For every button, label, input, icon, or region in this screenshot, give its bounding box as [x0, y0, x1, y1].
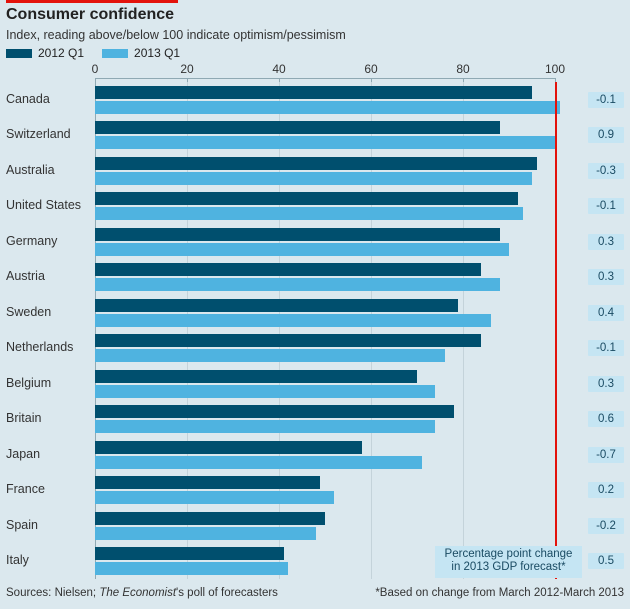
delta-badge: -0.7 [588, 447, 624, 463]
bar-2013 [95, 243, 509, 256]
bar-2012 [95, 299, 458, 312]
bar-2013 [95, 456, 422, 469]
category-label: United States [6, 198, 81, 212]
category-label: Netherlands [6, 340, 73, 354]
x-tick-label: 0 [92, 62, 99, 76]
bar-2012 [95, 157, 537, 170]
category-label: Spain [6, 518, 38, 532]
delta-badge: -0.1 [588, 198, 624, 214]
delta-badge: 0.3 [588, 269, 624, 285]
consumer-confidence-chart: Consumer confidence Index, reading above/… [0, 0, 630, 609]
delta-badge: -0.1 [588, 92, 624, 108]
category-label: Belgium [6, 376, 51, 390]
bar-2012 [95, 228, 500, 241]
category-label: Australia [6, 163, 55, 177]
chart-title: Consumer confidence [6, 6, 174, 24]
category-label: Italy [6, 553, 29, 567]
bar-2012 [95, 121, 500, 134]
bar-2013 [95, 207, 523, 220]
bar-2012 [95, 441, 362, 454]
legend: 2012 Q1 2013 Q1 [6, 46, 180, 60]
x-tick-label: 20 [180, 62, 193, 76]
delta-badge: 0.5 [588, 553, 624, 569]
delta-badge: 0.2 [588, 482, 624, 498]
category-label: France [6, 482, 45, 496]
bar-2012 [95, 192, 518, 205]
delta-badge: 0.3 [588, 234, 624, 250]
title-rule [6, 0, 178, 3]
delta-badge: 0.9 [588, 127, 624, 143]
bar-2013 [95, 562, 288, 575]
bar-2012 [95, 334, 481, 347]
bar-2013 [95, 314, 491, 327]
delta-badge: -0.3 [588, 163, 624, 179]
legend-item: 2012 Q1 [6, 46, 84, 60]
x-tick-label: 80 [456, 62, 469, 76]
legend-label: 2012 Q1 [38, 46, 84, 60]
legend-item: 2013 Q1 [102, 46, 180, 60]
x-tick-label: 60 [364, 62, 377, 76]
legend-swatch [6, 49, 32, 58]
footnote-box-line: Percentage point change [435, 548, 582, 561]
reference-line-100 [555, 82, 557, 579]
footnote-text: *Based on change from March 2012-March 2… [0, 587, 624, 599]
category-label: Switzerland [6, 127, 71, 141]
bar-2013 [95, 172, 532, 185]
bar-2013 [95, 101, 560, 114]
footnote-box: Percentage point changein 2013 GDP forec… [435, 546, 582, 578]
chart-subtitle: Index, reading above/below 100 indicate … [6, 28, 346, 42]
category-label: Austria [6, 269, 45, 283]
bar-2012 [95, 512, 325, 525]
bar-2013 [95, 491, 334, 504]
bar-2012 [95, 370, 417, 383]
bar-2013 [95, 527, 316, 540]
bar-2013 [95, 278, 500, 291]
bar-2013 [95, 385, 435, 398]
legend-label: 2013 Q1 [134, 46, 180, 60]
x-tick-label: 100 [545, 62, 565, 76]
bar-2013 [95, 136, 555, 149]
delta-badge: 0.6 [588, 411, 624, 427]
category-label: Canada [6, 92, 50, 106]
category-label: Germany [6, 234, 57, 248]
delta-badge: -0.2 [588, 518, 624, 534]
x-tick-label: 40 [272, 62, 285, 76]
footnote-box-line: in 2013 GDP forecast* [435, 561, 582, 574]
bar-2013 [95, 420, 435, 433]
legend-swatch [102, 49, 128, 58]
bar-2012 [95, 547, 284, 560]
delta-badge: 0.3 [588, 376, 624, 392]
bar-2012 [95, 86, 532, 99]
bar-2013 [95, 349, 445, 362]
bar-2012 [95, 476, 320, 489]
bar-2012 [95, 263, 481, 276]
x-axis-line [95, 78, 555, 79]
bar-2012 [95, 405, 454, 418]
delta-badge: -0.1 [588, 340, 624, 356]
category-label: Japan [6, 447, 40, 461]
delta-badge: 0.4 [588, 305, 624, 321]
category-label: Britain [6, 411, 41, 425]
category-label: Sweden [6, 305, 51, 319]
